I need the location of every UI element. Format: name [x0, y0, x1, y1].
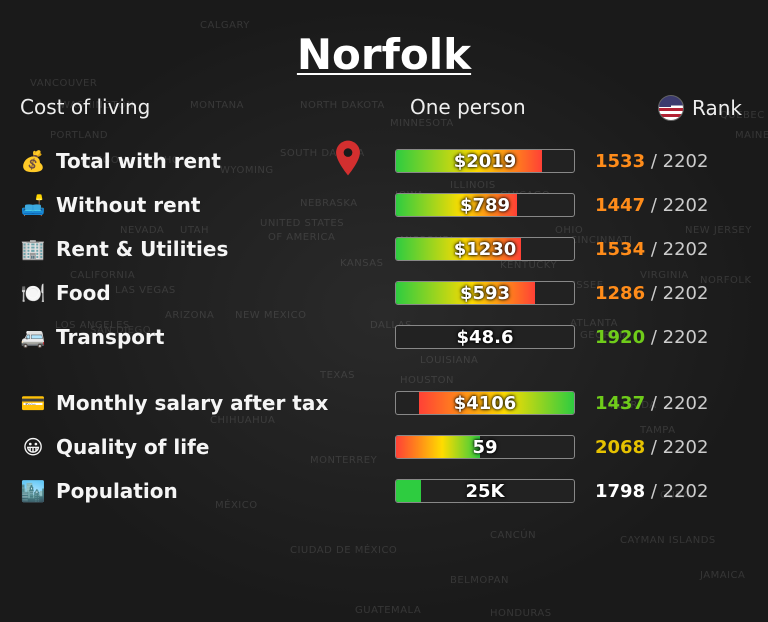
- rank-total: / 2202: [645, 151, 708, 172]
- metric-label-text: Monthly salary after tax: [56, 391, 328, 415]
- rank-number: 1533: [595, 151, 645, 172]
- metric-value: $4106: [454, 393, 517, 414]
- metric-value: $593: [460, 283, 510, 304]
- metric-icon: 🛋️: [20, 193, 46, 217]
- header-rank: Rank: [658, 95, 742, 121]
- metric-label-text: Population: [56, 479, 178, 503]
- metric-icon: 🏙️: [20, 479, 46, 503]
- metric-label: 💰 Total with rent: [0, 149, 395, 173]
- metric-bar-cell: $593: [395, 281, 595, 305]
- metric-rank: 2068 / 2202: [595, 437, 755, 458]
- metric-bar: 59: [395, 435, 575, 459]
- header-person: One person: [410, 95, 526, 119]
- metric-icon: 💳: [20, 391, 46, 415]
- metric-icon: 💰: [20, 149, 46, 173]
- rank-number: 1437: [595, 393, 645, 414]
- metric-bar: $48.6: [395, 325, 575, 349]
- city-title: Norfolk: [297, 30, 471, 79]
- rank-total: / 2202: [645, 437, 708, 458]
- rank-number: 1920: [595, 327, 645, 348]
- metric-bar: $1230: [395, 237, 575, 261]
- rank-number: 1447: [595, 195, 645, 216]
- metric-row: 💳 Monthly salary after tax $4106 1437 / 220…: [0, 382, 768, 424]
- metric-bar-cell: 25K: [395, 479, 595, 503]
- metric-bar: 25K: [395, 479, 575, 503]
- metric-bar: $4106: [395, 391, 575, 415]
- us-flag-icon: [658, 95, 684, 121]
- metric-bar-cell: $789: [395, 193, 595, 217]
- metric-label-text: Total with rent: [56, 149, 221, 173]
- metric-rank: 1447 / 2202: [595, 195, 755, 216]
- metric-bar: $593: [395, 281, 575, 305]
- metric-icon: 🍽️: [20, 281, 46, 305]
- metric-label-text: Food: [56, 281, 111, 305]
- metric-value: $789: [460, 195, 510, 216]
- metric-label-text: Rent & Utilities: [56, 237, 228, 261]
- rank-total: / 2202: [645, 239, 708, 260]
- rank-number: 2068: [595, 437, 645, 458]
- header-rank-text: Rank: [692, 96, 742, 120]
- metric-label: 💳 Monthly salary after tax: [0, 391, 395, 415]
- metric-rank: 1920 / 2202: [595, 327, 755, 348]
- metric-row: 🛋️ Without rent $789 1447 / 2202: [0, 184, 768, 226]
- metric-rank: 1798 / 2202: [595, 481, 755, 502]
- metric-label: 🛋️ Without rent: [0, 193, 395, 217]
- metric-value: $2019: [454, 151, 517, 172]
- metric-bar-cell: $48.6: [395, 325, 595, 349]
- metric-value: $1230: [454, 239, 517, 260]
- metric-icon: 🚐: [20, 325, 46, 349]
- metric-bar-cell: $2019: [395, 149, 595, 173]
- rank-total: / 2202: [645, 393, 708, 414]
- metric-rank: 1286 / 2202: [595, 283, 755, 304]
- rank-total: / 2202: [645, 283, 708, 304]
- rank-number: 1798: [595, 481, 645, 502]
- header-cost: Cost of living: [20, 95, 150, 119]
- metric-row: 🏙️ Population 25K 1798 / 2202: [0, 470, 768, 512]
- metric-rank: 1533 / 2202: [595, 151, 755, 172]
- rank-total: / 2202: [645, 327, 708, 348]
- metric-bar-cell: 59: [395, 435, 595, 459]
- metric-label: 🚐 Transport: [0, 325, 395, 349]
- metric-bar-cell: $1230: [395, 237, 595, 261]
- metric-row: 🍽️ Food $593 1286 / 2202: [0, 272, 768, 314]
- metric-label: 😀 Quality of life: [0, 435, 395, 459]
- rank-total: / 2202: [645, 195, 708, 216]
- metric-value: 25K: [466, 481, 505, 502]
- metric-bar: $789: [395, 193, 575, 217]
- metric-icon: 😀: [20, 435, 46, 459]
- metric-value: 59: [472, 437, 497, 458]
- metric-rank: 1437 / 2202: [595, 393, 755, 414]
- rank-number: 1286: [595, 283, 645, 304]
- rank-total: / 2202: [645, 481, 708, 502]
- bar-fill: [396, 480, 421, 502]
- metric-rank: 1534 / 2202: [595, 239, 755, 260]
- metric-label: 🍽️ Food: [0, 281, 395, 305]
- metric-label-text: Quality of life: [56, 435, 209, 459]
- data-rows: 💰 Total with rent $2019 1533 / 2202 🛋️ Withou…: [0, 140, 768, 514]
- metric-row: 🚐 Transport $48.6 1920 / 2202: [0, 316, 768, 358]
- metric-label: 🏢 Rent & Utilities: [0, 237, 395, 261]
- metric-value: $48.6: [457, 327, 514, 348]
- metric-label-text: Transport: [56, 325, 164, 349]
- bar-fill: [396, 436, 480, 458]
- metric-label-text: Without rent: [56, 193, 200, 217]
- metric-bar-cell: $4106: [395, 391, 595, 415]
- metric-row: 🏢 Rent & Utilities $1230 1534 / 2202: [0, 228, 768, 270]
- metric-row: 😀 Quality of life 59 2068 / 2202: [0, 426, 768, 468]
- rank-number: 1534: [595, 239, 645, 260]
- metric-row: 💰 Total with rent $2019 1533 / 2202: [0, 140, 768, 182]
- metric-bar: $2019: [395, 149, 575, 173]
- metric-label: 🏙️ Population: [0, 479, 395, 503]
- metric-icon: 🏢: [20, 237, 46, 261]
